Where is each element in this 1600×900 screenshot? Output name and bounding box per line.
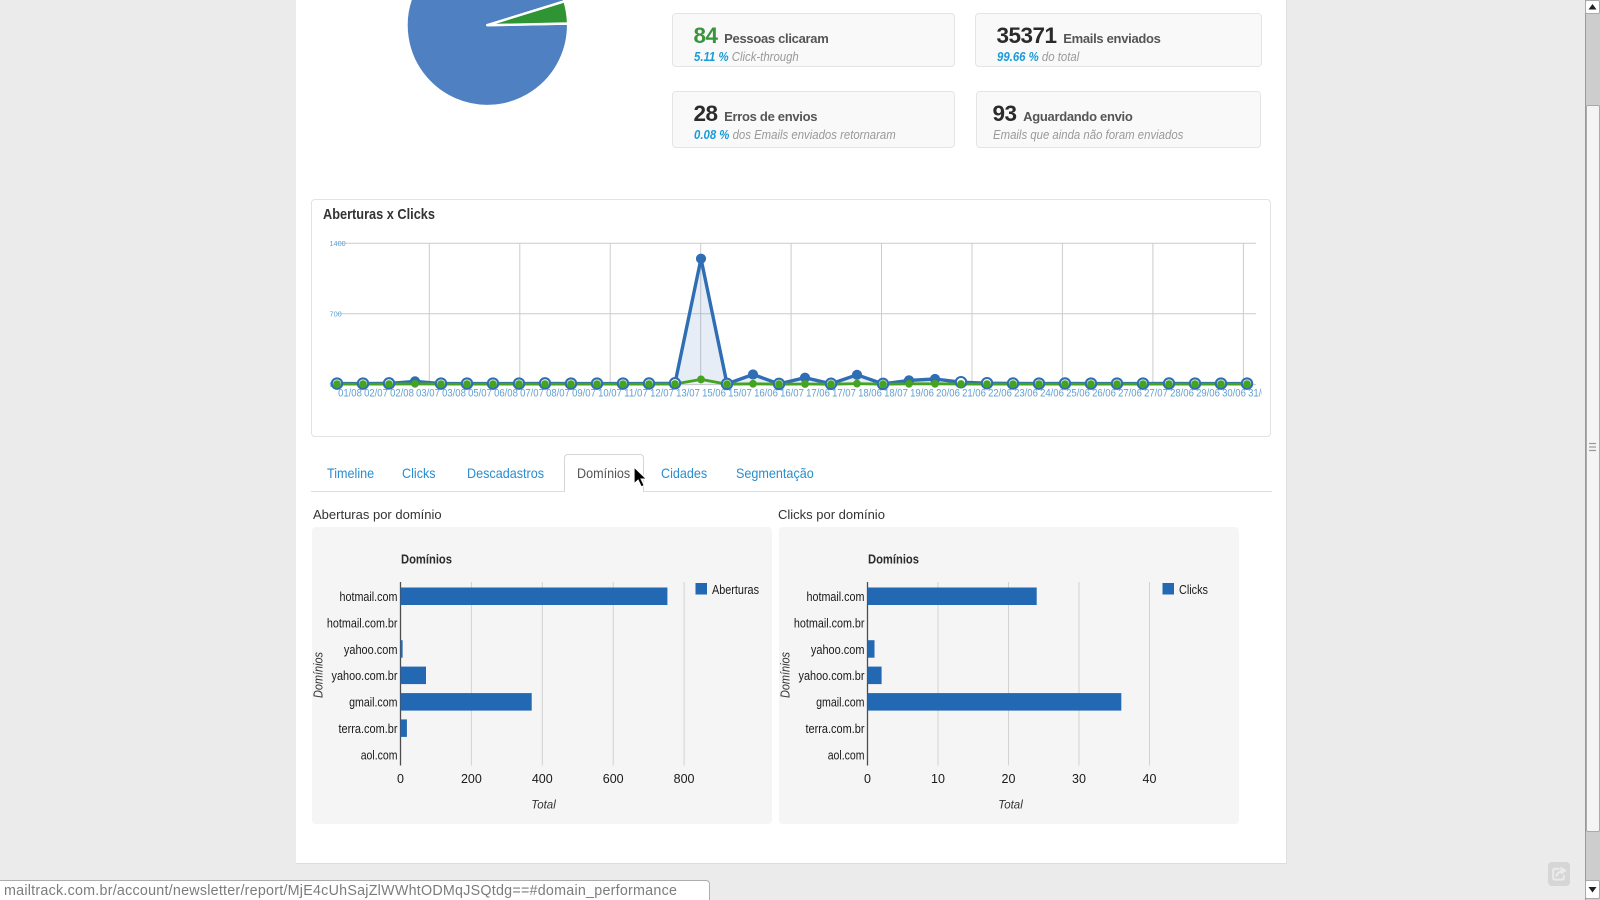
svg-text:31/08: 31/08 [1248, 388, 1262, 400]
svg-text:aol.com: aol.com [827, 747, 864, 762]
svg-text:28/06: 28/06 [1170, 388, 1194, 400]
svg-text:Total: Total [998, 800, 1023, 812]
svg-text:10/07: 10/07 [598, 388, 622, 400]
svg-text:12/07: 12/07 [650, 388, 674, 400]
svg-text:16/06: 16/06 [754, 388, 778, 400]
svg-text:30: 30 [1072, 772, 1086, 786]
svg-text:Domínios: Domínios [868, 553, 919, 567]
svg-text:06/08: 06/08 [494, 388, 518, 400]
svg-text:700: 700 [330, 309, 342, 318]
svg-text:1400: 1400 [330, 239, 346, 248]
svg-text:25/06: 25/06 [1066, 388, 1090, 400]
svg-text:gmail.com: gmail.com [816, 695, 864, 710]
svg-text:0: 0 [397, 772, 404, 786]
svg-text:16/07: 16/07 [780, 388, 804, 400]
svg-text:21/06: 21/06 [962, 388, 986, 400]
svg-text:07/07: 07/07 [520, 388, 544, 400]
svg-text:Domínios: Domínios [779, 652, 793, 698]
svg-text:Domínios: Domínios [312, 652, 326, 698]
svg-text:aol.com: aol.com [360, 747, 397, 762]
svg-text:13/07: 13/07 [676, 388, 700, 400]
svg-text:09/07: 09/07 [572, 388, 596, 400]
svg-text:20: 20 [1001, 772, 1015, 786]
svg-text:08/07: 08/07 [546, 388, 570, 400]
svg-text:terra.com.br: terra.com.br [338, 721, 398, 736]
svg-text:200: 200 [460, 772, 481, 786]
svg-text:24/06: 24/06 [1040, 388, 1064, 400]
svg-text:30/06: 30/06 [1222, 388, 1246, 400]
svg-text:600: 600 [602, 772, 623, 786]
svg-text:0: 0 [864, 772, 871, 786]
svg-text:15/06: 15/06 [702, 388, 726, 400]
svg-text:20/06: 20/06 [936, 388, 960, 400]
svg-text:yahoo.com.br: yahoo.com.br [798, 668, 865, 683]
svg-text:27/07: 27/07 [1144, 388, 1168, 400]
svg-text:Domínios: Domínios [401, 553, 452, 567]
svg-text:gmail.com: gmail.com [349, 695, 397, 710]
svg-text:yahoo.com: yahoo.com [343, 642, 397, 657]
svg-text:40: 40 [1142, 772, 1156, 786]
svg-text:yahoo.com: yahoo.com [810, 642, 864, 657]
svg-text:01/08: 01/08 [338, 388, 362, 400]
svg-text:05/07: 05/07 [468, 388, 492, 400]
svg-text:yahoo.com.br: yahoo.com.br [331, 668, 398, 683]
svg-text:hotmail.com.br: hotmail.com.br [326, 615, 397, 630]
svg-text:400: 400 [531, 772, 552, 786]
svg-text:terra.com.br: terra.com.br [805, 721, 865, 736]
svg-text:800: 800 [673, 772, 694, 786]
svg-text:23/06: 23/06 [1014, 388, 1038, 400]
svg-text:03/07: 03/07 [416, 388, 440, 400]
svg-text:27/06: 27/06 [1118, 388, 1142, 400]
svg-text:02/08: 02/08 [390, 388, 414, 400]
svg-text:17/06: 17/06 [806, 388, 830, 400]
svg-text:22/06: 22/06 [988, 388, 1012, 400]
svg-text:hotmail.com: hotmail.com [339, 589, 397, 604]
svg-text:10: 10 [931, 772, 945, 786]
svg-text:Aberturas: Aberturas [712, 582, 759, 597]
svg-text:11/07: 11/07 [624, 388, 648, 400]
svg-text:03/08: 03/08 [442, 388, 466, 400]
svg-text:hotmail.com.br: hotmail.com.br [793, 615, 864, 630]
svg-text:02/07: 02/07 [364, 388, 388, 400]
svg-text:Total: Total [531, 800, 556, 812]
svg-text:hotmail.com: hotmail.com [806, 589, 864, 604]
svg-text:18/07: 18/07 [884, 388, 908, 400]
svg-text:18/06: 18/06 [858, 388, 882, 400]
svg-text:29/06: 29/06 [1196, 388, 1220, 400]
svg-text:19/06: 19/06 [910, 388, 934, 400]
svg-text:Clicks: Clicks [1179, 582, 1208, 597]
svg-text:26/06: 26/06 [1092, 388, 1116, 400]
svg-text:17/07: 17/07 [832, 388, 856, 400]
svg-text:15/07: 15/07 [728, 388, 752, 400]
